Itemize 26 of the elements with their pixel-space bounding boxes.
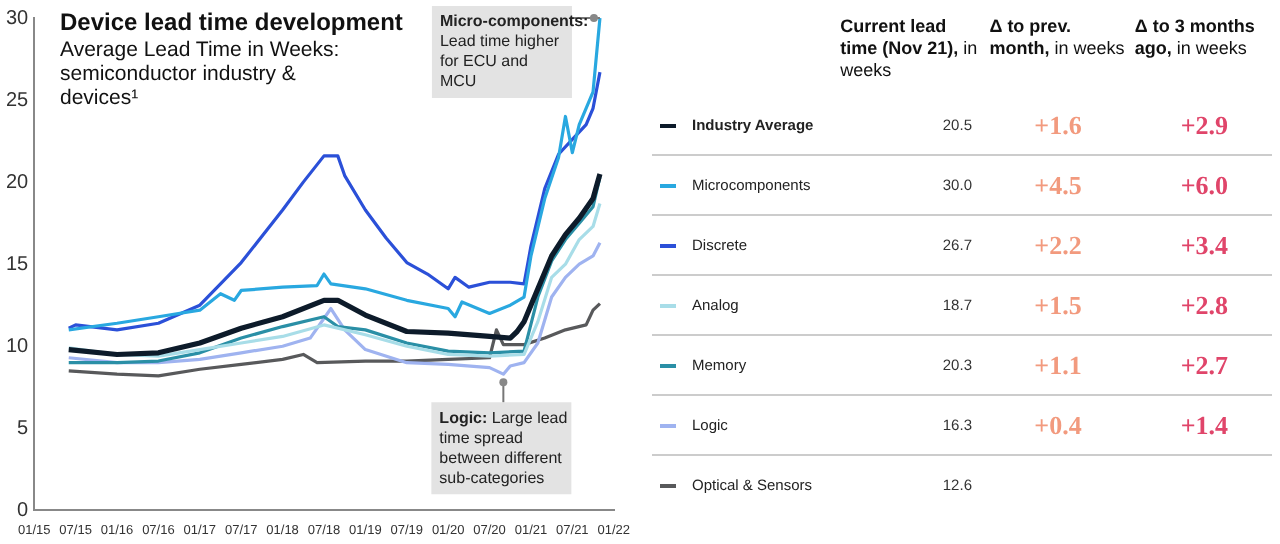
annotation: Micro-components: Lead time higher for ECU and MCU — [439, 12, 589, 91]
data-label: +3.4 — [1178, 229, 1230, 261]
y-tick-label: 10 — [6, 335, 30, 358]
annotation: Logic: Large lead time spread between different sub-categories — [439, 408, 568, 487]
data-label: +4.5 — [1032, 169, 1084, 201]
y-tick-label: 25 — [6, 89, 30, 112]
y-tick-label: 20 — [6, 171, 30, 194]
y-tick-label: 30 — [6, 7, 30, 30]
data-label: +2.9 — [1178, 109, 1230, 141]
data-label: +6.0 — [1178, 169, 1230, 201]
text: Δ to prev. month, in weeks — [987, 16, 1127, 62]
text: Δ to 3 months ago, in weeks — [1132, 16, 1257, 62]
y-tick-label: 0 — [17, 499, 30, 522]
data-label: +0.4 — [1032, 409, 1084, 441]
data-label: +2.7 — [1178, 349, 1230, 381]
y-tick-label: 15 — [6, 253, 30, 276]
data-label: +1.5 — [1032, 289, 1084, 321]
data-label: +1.1 — [1032, 349, 1084, 381]
data-label: +1.4 — [1178, 409, 1230, 441]
text: Average Lead Time in Weeks: semiconductor industry & devices¹ — [60, 38, 342, 110]
data-label: +1.6 — [1032, 109, 1084, 141]
data-label: +2.8 — [1178, 289, 1230, 321]
y-tick-label: 5 — [17, 417, 30, 440]
chart-title: Device lead time development — [60, 8, 403, 36]
text: Current lead time (Nov 21), in weeks — [840, 16, 978, 80]
data-label: +2.2 — [1032, 229, 1084, 261]
